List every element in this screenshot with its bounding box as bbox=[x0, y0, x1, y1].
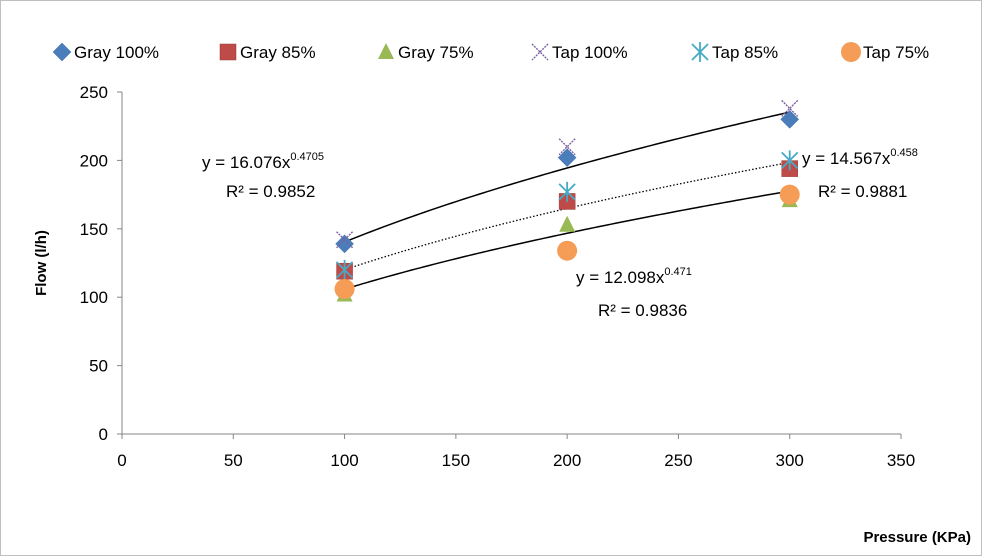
legend-marker-square bbox=[219, 43, 237, 61]
data-point-circle bbox=[557, 240, 578, 261]
axes: 0 50 100 150 200 250 0 50 100 150 200 250 300 350 bbox=[80, 83, 916, 470]
y-tick-label: 250 bbox=[80, 83, 108, 102]
x-tick-label: 350 bbox=[887, 451, 915, 470]
data-point-circle bbox=[779, 184, 800, 205]
data-point-star bbox=[781, 150, 799, 171]
data-point-diamond bbox=[780, 110, 800, 129]
x-tick-label: 50 bbox=[224, 451, 243, 470]
legend-label: Gray 85% bbox=[240, 43, 316, 62]
y-tick-label: 150 bbox=[80, 220, 108, 239]
ticks: 0 50 100 150 200 250 0 50 100 150 200 250 300 350 bbox=[80, 83, 916, 470]
trendline-equation: y = 14.567x0.458 bbox=[802, 147, 918, 168]
data-points bbox=[334, 99, 800, 302]
legend-marker-x bbox=[531, 43, 549, 61]
data-point-triangle bbox=[559, 215, 576, 232]
y-tick-label: 100 bbox=[80, 288, 108, 307]
x-tick-label: 200 bbox=[553, 451, 581, 470]
trendline-equation: y = 16.076x0.4705 bbox=[202, 151, 324, 172]
legend-label: Gray 75% bbox=[398, 43, 474, 62]
trendline-r2: R² = 0.9836 bbox=[598, 301, 687, 320]
trendline-3 bbox=[344, 190, 790, 290]
data-point-circle bbox=[334, 278, 355, 299]
legend-label: Tap 100% bbox=[552, 43, 628, 62]
trendline-2 bbox=[344, 161, 790, 271]
legend-marker-triangle bbox=[378, 43, 394, 59]
trendline-1 bbox=[344, 111, 790, 243]
x-axis-title: Pressure (KPa) bbox=[863, 529, 971, 546]
x-tick-label: 100 bbox=[330, 451, 358, 470]
x-tick-label: 0 bbox=[117, 451, 126, 470]
trendline-equations: y = 16.076x0.4705 R² = 0.9852 y = 14.567x0… bbox=[202, 147, 918, 320]
data-point-x bbox=[336, 231, 354, 249]
legend-marker-star bbox=[691, 42, 709, 62]
legend-label: Gray 100% bbox=[74, 43, 159, 62]
legend-label: Tap 85% bbox=[712, 43, 778, 62]
y-tick-label: 50 bbox=[89, 357, 108, 376]
x-tick-label: 300 bbox=[776, 451, 804, 470]
data-point-x bbox=[781, 99, 799, 117]
legend-marker-diamond bbox=[52, 42, 72, 62]
legend-label: Tap 75% bbox=[863, 43, 929, 62]
x-tick-label: 250 bbox=[664, 451, 692, 470]
y-axis-title: Flow (l/h) bbox=[33, 230, 50, 296]
data-point-x bbox=[558, 138, 576, 156]
legend: Gray 100% Gray 85% Gray 75% Tap 100% Tap 85%… bbox=[52, 42, 929, 62]
x-tick-label: 150 bbox=[442, 451, 470, 470]
y-tick-label: 0 bbox=[99, 425, 108, 444]
data-point-diamond bbox=[335, 234, 354, 254]
trendlines bbox=[344, 111, 790, 290]
trendline-r2: R² = 0.9881 bbox=[818, 182, 907, 201]
trendline-r2: R² = 0.9852 bbox=[226, 182, 315, 201]
data-point-star bbox=[335, 259, 354, 280]
legend-marker-circle bbox=[841, 42, 861, 62]
trendline-equation: y = 12.098x0.471 bbox=[576, 266, 692, 287]
data-point-diamond bbox=[557, 148, 577, 168]
y-tick-label: 200 bbox=[80, 151, 108, 170]
data-point-star bbox=[558, 181, 576, 202]
